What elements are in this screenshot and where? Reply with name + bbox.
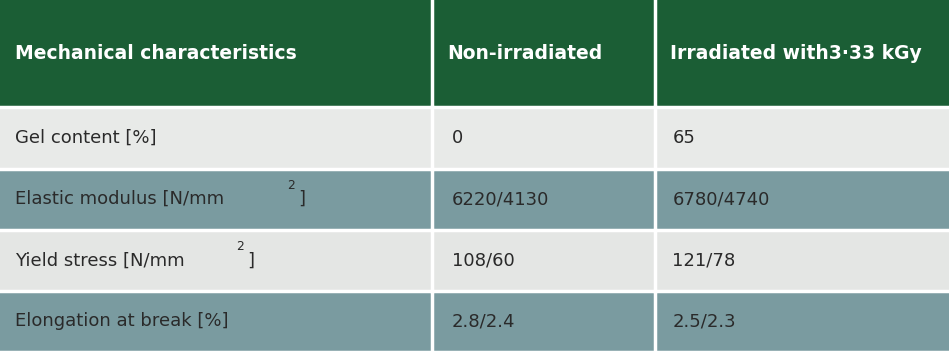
Bar [0, 0, 949, 107]
Text: 2: 2 [287, 179, 294, 192]
Text: 108/60: 108/60 [452, 251, 514, 269]
Text: Irradiated with3·33 kGy: Irradiated with3·33 kGy [669, 44, 921, 63]
Text: Elastic modulus [N/mm: Elastic modulus [N/mm [15, 190, 224, 208]
Text: Elongation at break [%]: Elongation at break [%] [15, 313, 229, 331]
Text: Non-irradiated: Non-irradiated [447, 44, 603, 63]
Bar [0, 169, 949, 230]
Text: 121/78: 121/78 [673, 251, 735, 269]
Text: 2.8/2.4: 2.8/2.4 [452, 313, 515, 331]
Text: Yield stress [N/mm: Yield stress [N/mm [15, 251, 185, 269]
Text: 0: 0 [452, 129, 463, 147]
Bar [0, 230, 949, 291]
Bar [0, 291, 949, 352]
Text: ]: ] [248, 251, 254, 269]
Text: 6220/4130: 6220/4130 [452, 190, 549, 208]
Text: 6780/4740: 6780/4740 [673, 190, 770, 208]
Text: Mechanical characteristics: Mechanical characteristics [15, 44, 297, 63]
Text: ]: ] [298, 190, 306, 208]
Bar [0, 107, 949, 169]
Text: 65: 65 [673, 129, 696, 147]
Text: 2: 2 [236, 240, 244, 253]
Text: 2.5/2.3: 2.5/2.3 [673, 313, 736, 331]
Text: Gel content [%]: Gel content [%] [15, 129, 157, 147]
